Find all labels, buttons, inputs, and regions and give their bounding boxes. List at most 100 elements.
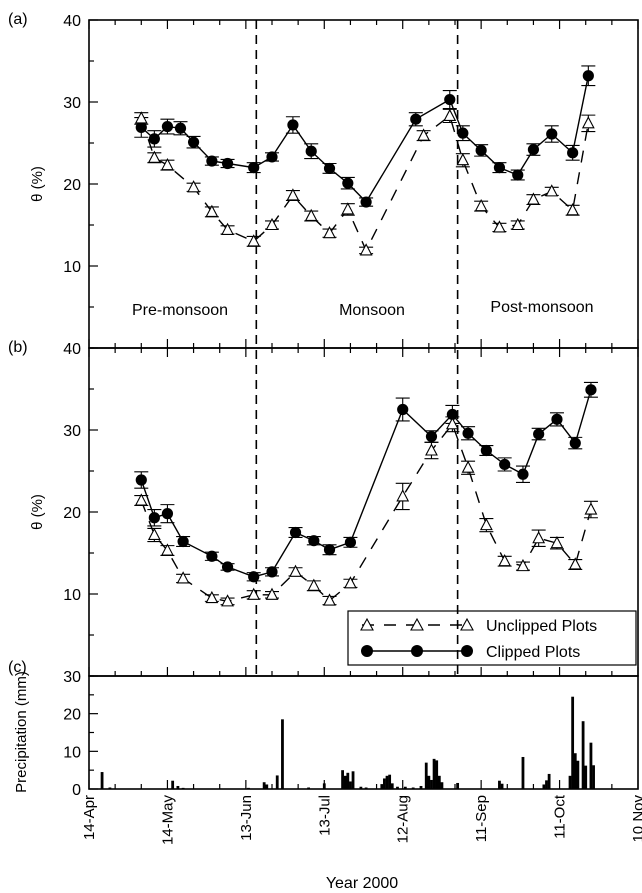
point-clipped [174,122,187,134]
y-tick-label: 20 [63,505,81,522]
point-unclipped [147,527,161,541]
precipitation-bar [307,787,310,789]
series-line-clipped [140,389,592,578]
precipitation-bar [108,787,112,789]
x-tick-label: 12-Aug [395,795,412,843]
y-tick-label: 0 [72,782,81,799]
legend: Unclipped Plots Clipped Plots [347,610,637,666]
point-unclipped [498,554,512,567]
precipitation-bar [281,719,284,789]
point-clipped [512,169,524,181]
point-unclipped [304,208,318,222]
precipitation-bar [349,781,352,789]
point-unclipped [479,517,493,531]
point-clipped [221,561,234,573]
precipitation-bar [576,760,580,789]
point-unclipped [134,493,148,506]
legend-marker-unclipped [410,617,424,631]
point-clipped [266,151,278,163]
point-unclipped [205,204,219,217]
precipitation-bar [542,784,546,789]
point-clipped [221,157,234,170]
precipitation-bar [589,742,593,789]
precipitation-bar [432,758,436,789]
precipitation-bar [247,787,250,789]
y-tick-label: 40 [63,13,81,30]
point-unclipped [443,108,457,121]
point-clipped [457,127,469,139]
precipitation-bar [396,786,399,789]
panel-c-label: (c) [8,659,27,676]
point-unclipped [286,188,300,201]
y-tick-label: 20 [63,707,81,724]
precipitation-bar [343,775,347,789]
point-unclipped [445,417,459,430]
season-label-monsoon: Monsoon [339,302,405,319]
series-line-unclipped [140,114,589,253]
legend-marker-clipped [461,645,473,657]
point-clipped [397,403,409,416]
precipitation-bar [440,782,444,789]
series-line-clipped [140,75,589,204]
point-clipped [248,571,260,583]
point-clipped [266,566,278,578]
point-unclipped [307,578,321,591]
point-unclipped [474,198,488,212]
point-unclipped [247,587,261,600]
point-unclipped [161,157,174,171]
point-unclipped [187,180,200,193]
precipitation-bar [346,772,350,789]
point-unclipped [161,543,174,556]
precipitation-bar [262,782,266,789]
point-unclipped [456,153,470,166]
precipitation-bar [456,782,460,789]
point-unclipped [425,443,438,456]
precipitation-bar [351,771,355,789]
point-clipped [289,526,302,539]
precipitation-bar [430,779,433,789]
precipitation-bar [100,772,104,789]
precipitation-bar [380,784,384,789]
precipitation-bar [383,778,386,789]
legend-marker-clipped [361,645,373,657]
panel-c-ylabel: Precipitation (mm) [13,671,30,793]
point-clipped [493,162,506,174]
precipitation-bar [571,696,575,789]
precipitation-bar [424,762,428,789]
point-clipped [177,535,189,548]
y-tick-label: 10 [63,587,81,604]
point-clipped [444,93,456,106]
legend-marker-unclipped [460,617,474,631]
point-clipped [480,444,492,457]
point-clipped [585,384,597,396]
point-clipped [567,147,579,159]
precipitation-bar [171,780,175,789]
x-tick-label: 13-Jun [238,795,255,841]
point-unclipped [359,243,373,256]
point-clipped [308,535,320,547]
x-tick-label: 14-Apr [81,795,98,840]
precipitation-bar [275,775,279,789]
x-tick-label: 11-Sep [473,795,490,842]
legend-box [347,610,637,666]
point-clipped [148,512,160,524]
precipitation-bar [435,760,439,789]
panel-c-frame [88,675,639,790]
precipitation-bar [573,753,577,789]
panel-a-label: (a) [8,11,28,28]
point-unclipped [265,217,279,231]
point-clipped [206,550,218,562]
point-unclipped [247,234,261,247]
point-unclipped [566,203,580,216]
legend-marker-clipped [411,645,423,657]
point-clipped [148,133,160,145]
point-unclipped [205,590,219,604]
point-clipped [462,427,474,439]
precipitation-bar [388,774,392,789]
point-unclipped [221,594,234,607]
chart-marks: 14-Apr 14-May 13-Jun 13-Jul 12-Aug 11-Sep 11-O… [63,13,642,845]
y-tick-label: 30 [63,423,81,440]
point-unclipped [511,217,525,231]
point-clipped [582,70,594,82]
